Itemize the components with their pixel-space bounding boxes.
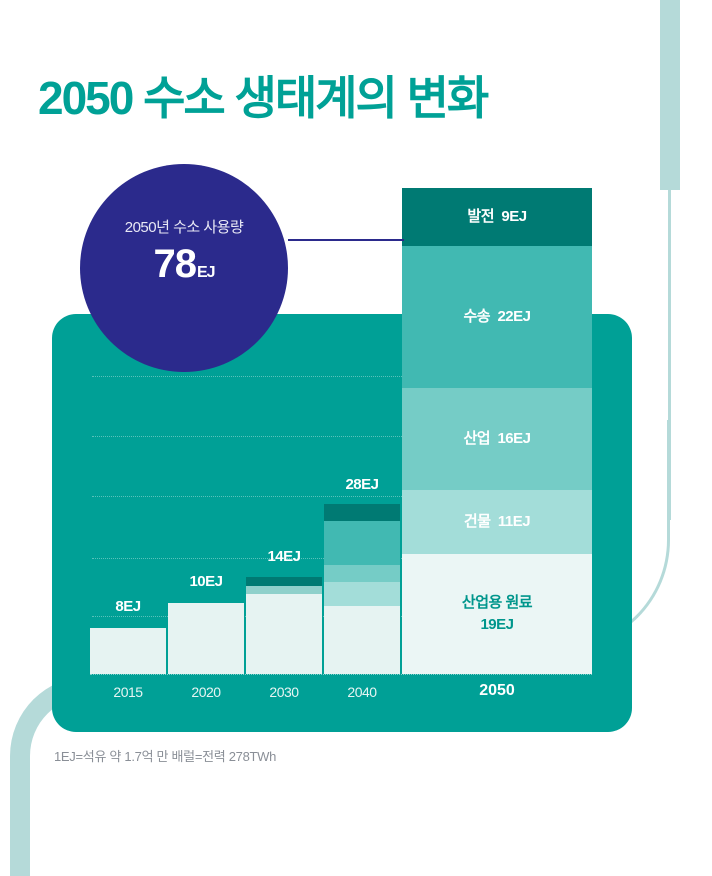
bar-segment: [246, 577, 322, 586]
bar-2015: [90, 628, 166, 674]
bar-2020: [168, 603, 244, 674]
bar-2030: [246, 577, 322, 674]
bar-segment: [168, 603, 244, 674]
segment-value: 22EJ: [497, 308, 531, 325]
year-label: 2030: [269, 684, 299, 700]
bar-segment: [246, 594, 322, 674]
bar-segment: [246, 586, 322, 594]
circle-value: 78EJ: [80, 242, 288, 287]
bar-value-label: 28EJ: [345, 476, 379, 493]
bar-2050-stacked: 발전 9EJ 수송 22EJ 산업 16EJ 건물 11EJ 산업용 원료 19…: [402, 188, 592, 674]
bar-value-label: 10EJ: [189, 573, 223, 590]
segment-label: 발전 9EJ: [467, 206, 527, 228]
bar-value-label: 8EJ: [115, 598, 141, 615]
segment-transport: 수송 22EJ: [402, 246, 592, 388]
x-axis-baseline: [90, 674, 592, 675]
bar-segment: [324, 504, 400, 521]
total-unit: EJ: [196, 264, 216, 281]
bar-2040: [324, 504, 400, 674]
bar-segment: [324, 582, 400, 606]
year-label: 2040: [347, 684, 377, 700]
gridline: [92, 496, 402, 497]
segment-name: 산업: [463, 430, 491, 447]
circle-label: 2050년 수소 사용량: [124, 219, 244, 236]
decorative-top-bar: [660, 0, 680, 190]
year-label-2050: 2050: [479, 682, 515, 699]
segment-value: 19EJ: [480, 616, 514, 633]
segment-name: 수송: [463, 308, 491, 325]
segment-building: 건물 11EJ: [402, 490, 592, 554]
decorative-line: [668, 190, 671, 520]
bar-segment: [324, 521, 400, 565]
year-label: 2015: [113, 684, 143, 700]
total-value: 78: [153, 242, 196, 286]
segment-name: 산업용 원료: [461, 594, 533, 611]
segment-name: 발전: [467, 208, 495, 225]
connector-line: [288, 239, 404, 241]
segment-label: 산업 16EJ: [463, 428, 532, 450]
segment-name: 건물: [463, 513, 491, 530]
segment-label: 수송 22EJ: [463, 306, 532, 328]
footnote: 1EJ=석유 약 1.7억 만 배럴=전력 278TWh: [54, 749, 277, 764]
bar-value-label: 14EJ: [267, 548, 301, 565]
total-usage-circle: 2050년 수소 사용량 78EJ: [80, 164, 288, 372]
gridline: [92, 558, 402, 559]
bar-segment: [324, 565, 400, 582]
segment-industry: 산업 16EJ: [402, 388, 592, 490]
year-label: 2020: [191, 684, 221, 700]
page-title: 2050 수소 생태계의 변화: [38, 72, 489, 124]
segment-value: 11EJ: [497, 513, 531, 530]
segment-power: 발전 9EJ: [402, 188, 592, 246]
gridline: [92, 436, 402, 437]
segment-value: 9EJ: [501, 208, 527, 225]
segment-label: 건물 11EJ: [463, 511, 531, 533]
gridline: [92, 376, 402, 377]
bar-segment: [90, 628, 166, 674]
segment-feedstock: 산업용 원료 19EJ: [402, 554, 592, 674]
segment-value: 16EJ: [497, 430, 531, 447]
bar-segment: [324, 606, 400, 674]
